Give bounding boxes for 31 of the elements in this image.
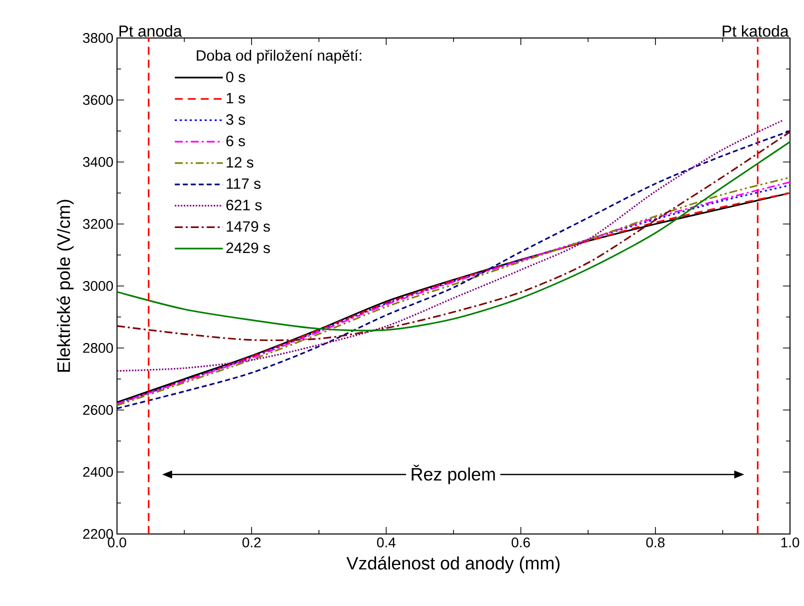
annotation: Řez polem bbox=[412, 464, 495, 484]
y-axis-title: Elektrické pole (V/cm) bbox=[56, 200, 74, 372]
legend-label: 12 s bbox=[226, 157, 254, 168]
y-tick-label: 2200 bbox=[83, 529, 113, 539]
y-tick-label: 3800 bbox=[82, 33, 113, 43]
legend-label: 6 s bbox=[226, 136, 245, 146]
y-tick-label: 2400 bbox=[83, 467, 113, 477]
x-axis-title: Vzdálenost od anody (mm) bbox=[346, 556, 560, 574]
x-tick-label: 0.4 bbox=[377, 537, 396, 548]
x-tick-label: 1.0 bbox=[781, 537, 800, 548]
x-tick-label: 0.6 bbox=[512, 537, 530, 548]
legend-label: 621 s bbox=[226, 200, 262, 210]
y-tick-label: 2600 bbox=[83, 405, 113, 415]
y-tick-label: 3400 bbox=[82, 157, 113, 167]
y-tick-label: 3000 bbox=[82, 281, 113, 291]
legend-label: 3 s bbox=[226, 114, 245, 125]
legend-label: 1 s bbox=[226, 93, 245, 104]
x-tick-label: 0.2 bbox=[242, 537, 261, 548]
legend-label: 0 s bbox=[226, 72, 245, 82]
y-tick-label: 2800 bbox=[83, 343, 113, 353]
x-tick-label: 0.0 bbox=[108, 537, 126, 548]
y-tick-label: 3600 bbox=[82, 95, 113, 105]
legend-label: 2429 s bbox=[226, 242, 270, 254]
legend-label: 117 s bbox=[226, 178, 261, 189]
line-series bbox=[116, 130, 791, 410]
y-tick-label: 3200 bbox=[82, 219, 113, 229]
legend-label: 1479 s bbox=[226, 221, 270, 232]
legend-title: Doba od přiložení napětí: bbox=[196, 50, 362, 64]
ref-line-label: Pt katoda bbox=[722, 25, 789, 37]
ref-line-label: Pt anoda bbox=[120, 25, 182, 37]
x-tick-label: 0.8 bbox=[646, 537, 665, 548]
